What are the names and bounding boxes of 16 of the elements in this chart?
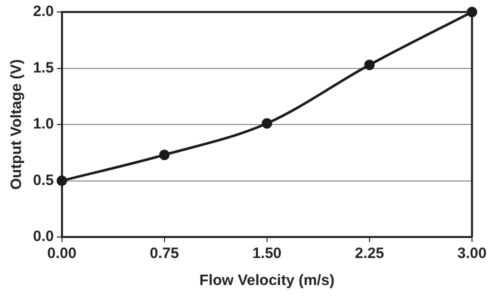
y-tick-label: 0.0 bbox=[32, 228, 54, 246]
x-tick-label: 0.00 bbox=[47, 245, 76, 262]
y-tick-label: 1.0 bbox=[32, 116, 54, 133]
x-tick-label: 1.50 bbox=[252, 245, 282, 262]
y-tick-label: 1.5 bbox=[32, 59, 54, 76]
x-tick-label: 2.25 bbox=[354, 245, 384, 262]
x-tick-label: 0.75 bbox=[150, 245, 179, 262]
point bbox=[56, 176, 68, 186]
y-axis-title: Output Voltage (V) bbox=[8, 59, 26, 190]
y-tick-label: 0.5 bbox=[32, 172, 54, 189]
point bbox=[159, 150, 170, 160]
point bbox=[262, 118, 272, 129]
x-axis-title: Flow Velocity (m/s) bbox=[199, 272, 334, 290]
y-tick-label: 2.0 bbox=[32, 3, 54, 20]
x-tick-label: 3.00 bbox=[457, 245, 487, 262]
point bbox=[364, 60, 375, 70]
